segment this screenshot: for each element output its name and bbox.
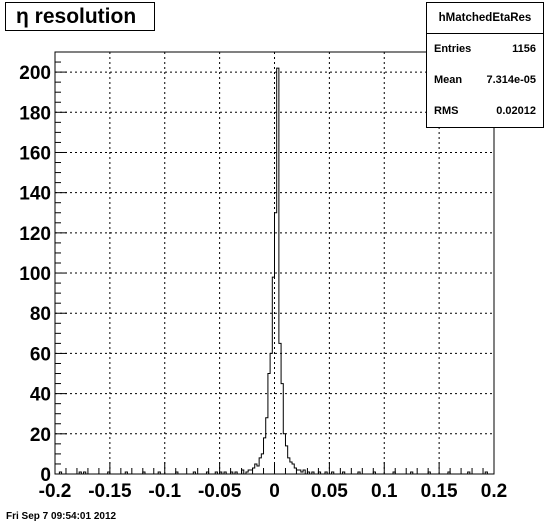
stats-value: 7.314e-05 <box>486 74 536 86</box>
stats-row-rms: RMS 0.02012 <box>427 96 543 127</box>
y-axis: 0 20 40 60 80 100 120 140 160 180 200 <box>19 61 67 486</box>
y-tick-label: 140 <box>19 184 51 205</box>
y-tick-label: 120 <box>19 224 51 245</box>
timestamp-footer: Fri Sep 7 09:54:01 2012 <box>6 511 117 522</box>
chart-title: η resolution <box>16 5 137 28</box>
x-tick-label: 0.05 <box>311 481 348 502</box>
y-tick-label: 60 <box>30 344 51 365</box>
stats-histogram-name: hMatchedEtaRes <box>427 3 543 34</box>
x-tick-label: -0.2 <box>39 481 72 502</box>
stats-key: RMS <box>434 105 459 117</box>
stats-value: 1156 <box>512 43 536 55</box>
y-tick-label: 100 <box>19 264 51 285</box>
stats-row-entries: Entries 1156 <box>427 34 543 65</box>
x-tick-label: -0.1 <box>148 481 181 502</box>
stats-key: Mean <box>434 74 463 86</box>
stats-key: Entries <box>434 43 472 55</box>
x-tick-label: 0 <box>269 481 280 502</box>
x-tick-label: 0.15 <box>421 481 458 502</box>
y-tick-label: 40 <box>30 385 51 406</box>
stats-value: 0.02012 <box>496 105 536 117</box>
title-box: η resolution <box>5 2 155 31</box>
y-tick-label: 160 <box>19 143 51 164</box>
y-tick-label: 0 <box>40 465 51 486</box>
x-tick-label: -0.05 <box>198 481 242 502</box>
x-tick-label: 0.2 <box>481 481 507 502</box>
stats-row-mean: Mean 7.314e-05 <box>427 65 543 96</box>
y-tick-label: 80 <box>30 304 51 325</box>
y-tick-label: 200 <box>19 63 51 84</box>
x-tick-label: -0.15 <box>88 481 132 502</box>
grid-lines <box>55 52 494 474</box>
y-tick-label: 20 <box>30 425 51 446</box>
x-axis: -0.2 -0.15 -0.1 -0.05 0 0.05 0.1 0.15 0.2 <box>39 462 507 502</box>
x-tick-label: 0.1 <box>371 481 398 502</box>
y-tick-label: 180 <box>19 103 51 124</box>
stats-box: hMatchedEtaRes Entries 1156 Mean 7.314e-… <box>426 2 544 128</box>
